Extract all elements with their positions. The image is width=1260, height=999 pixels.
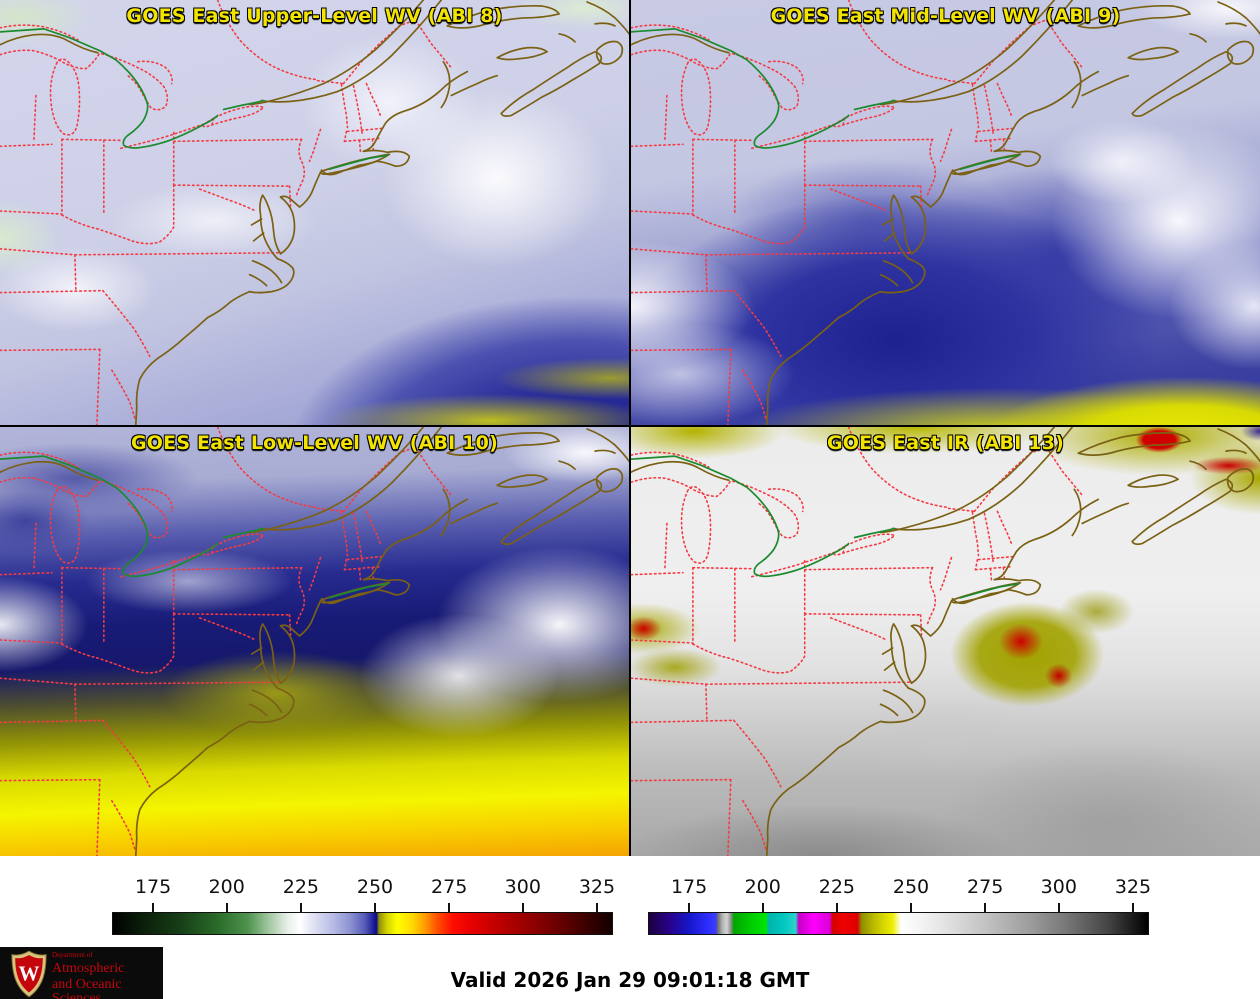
colorbar-tick-mark [299,903,302,912]
uw-aos-logo-text: Department of Atmospheric and Oceanic Sc… [52,952,163,999]
panel-grid: GOES East Upper-Level WV (ABI 8) GOES Ea… [0,0,1260,856]
colorbar-tick-label: 325 [1114,876,1152,898]
uw-crest-icon: W [11,950,47,998]
colorbar-tick-mark [374,903,377,912]
valid-time-label: Valid 2026 Jan 29 09:01:18 GMT [450,968,810,992]
panel-ir: GOES East IR (ABI 13) [631,427,1260,856]
colorbar-ir-gradient [648,912,1149,935]
panel-title-upper-wv: GOES East Upper-Level WV (ABI 8) [126,5,503,27]
colorbar-tick-label: 175 [134,876,172,898]
colorbar-tick-label: 300 [1040,876,1077,898]
colorbar-tick-label: 175 [670,876,708,898]
colorbar-tick-label: 200 [208,876,245,898]
colorbar-tick-mark [910,903,913,912]
map-overlay [631,0,1260,425]
colorbar-tick-mark [595,903,598,912]
map-overlay [631,427,1260,856]
logo-dept-line: Department of [52,951,93,959]
colorbar-tick-mark [225,903,228,912]
map-overlay [0,427,629,856]
colorbar-tick-mark [152,903,155,912]
colorbar-ir: 175 200 225 250 275 300 325 [648,876,1152,938]
colorbar-tick-label: 200 [744,876,781,898]
colorbar-tick-label: 250 [356,876,394,898]
colorbar-tick-mark [835,903,838,912]
colorbar-tick-label: 250 [892,876,930,898]
panel-title-ir: GOES East IR (ABI 13) [826,432,1065,454]
colorbar-tick-mark [521,903,524,912]
colorbar-wv-gradient [112,912,613,935]
panel-title-mid-wv: GOES East Mid-Level WV (ABI 9) [770,5,1121,27]
panel-title-low-wv: GOES East Low-Level WV (ABI 10) [131,432,498,454]
panel-low-level-wv: GOES East Low-Level WV (ABI 10) [0,427,629,856]
colorbar-tick-mark [448,903,451,912]
colorbar-wv: 175 200 225 250 275 300 325 [112,876,616,938]
panel-mid-level-wv: GOES East Mid-Level WV (ABI 9) [631,0,1260,425]
panel-upper-level-wv: GOES East Upper-Level WV (ABI 8) [0,0,629,425]
colorbar-tick-label: 325 [578,876,616,898]
colorbar-tick-label: 300 [504,876,541,898]
colorbar-tick-label: 275 [967,876,1004,898]
logo-line-1: Atmospheric [52,961,125,976]
colorbar-tick-mark [1057,903,1060,912]
colorbar-tick-mark [984,903,987,912]
logo-line-2: and Oceanic Sciences [52,977,122,999]
svg-text:W: W [19,962,40,986]
colorbar-tick-label: 275 [431,876,468,898]
colorbar-tick-mark [761,903,764,912]
uw-aos-logo: W Department of Atmospheric and Oceanic … [0,947,163,999]
colorbar-tick-label: 225 [818,876,856,898]
colorbar-tick-mark [688,903,691,912]
colorbar-tick-mark [1131,903,1134,912]
map-overlay [0,0,629,425]
colorbar-tick-label: 225 [282,876,320,898]
